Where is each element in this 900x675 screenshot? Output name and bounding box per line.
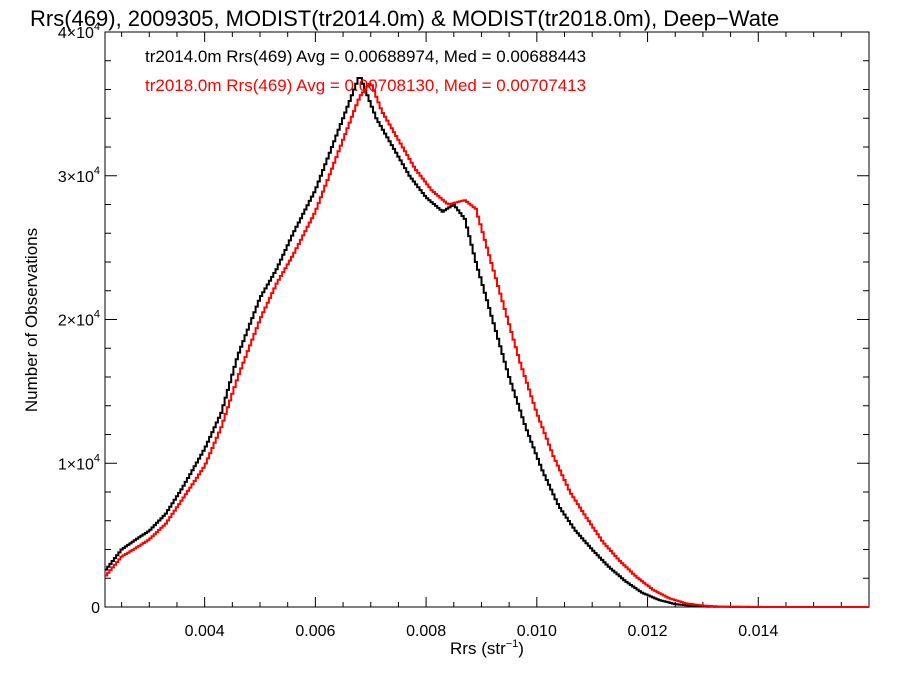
x-axis-label: Rrs (str−1): [450, 638, 524, 658]
x-tick-label: 0.014: [738, 623, 778, 640]
x-tick-label: 0.008: [406, 623, 446, 640]
y-axis-label: Number of Observations: [22, 228, 41, 412]
chart-title: Rrs(469), 2009305, MODIST(tr2014.0m) & M…: [30, 6, 779, 31]
x-axis-label-text: Rrs (str: [450, 639, 506, 658]
series-line-0: [105, 77, 869, 608]
x-axis-label-exponent: −1: [506, 638, 519, 650]
axis-ticks: 0.004 0.006 0.008 0.010 0.012 0.014 0 1×104 2×10…: [58, 21, 869, 640]
legend-entry-tr2014: tr2014.0m Rrs(469) Avg = 0.00688974, Med…: [145, 47, 586, 66]
x-tick-label: 0.004: [185, 623, 225, 640]
y-tick-label: 2×104: [58, 309, 100, 330]
x-axis-label-close: ): [518, 639, 524, 658]
series-line-1: [105, 82, 869, 608]
x-tick-label: 0.012: [628, 623, 668, 640]
x-tick-label: 0.010: [517, 623, 557, 640]
y-tick-label: 0: [91, 600, 100, 617]
y-tick-label: 4×104: [58, 21, 100, 42]
y-tick-label: 3×104: [58, 165, 100, 186]
y-tick-label: 1×104: [58, 452, 100, 473]
x-tick-label: 0.006: [295, 623, 335, 640]
plot-frame: [104, 31, 870, 608]
legend-entry-tr2018: tr2018.0m Rrs(469) Avg = 0.00708130, Med…: [145, 76, 586, 95]
series-lines: [105, 77, 869, 608]
